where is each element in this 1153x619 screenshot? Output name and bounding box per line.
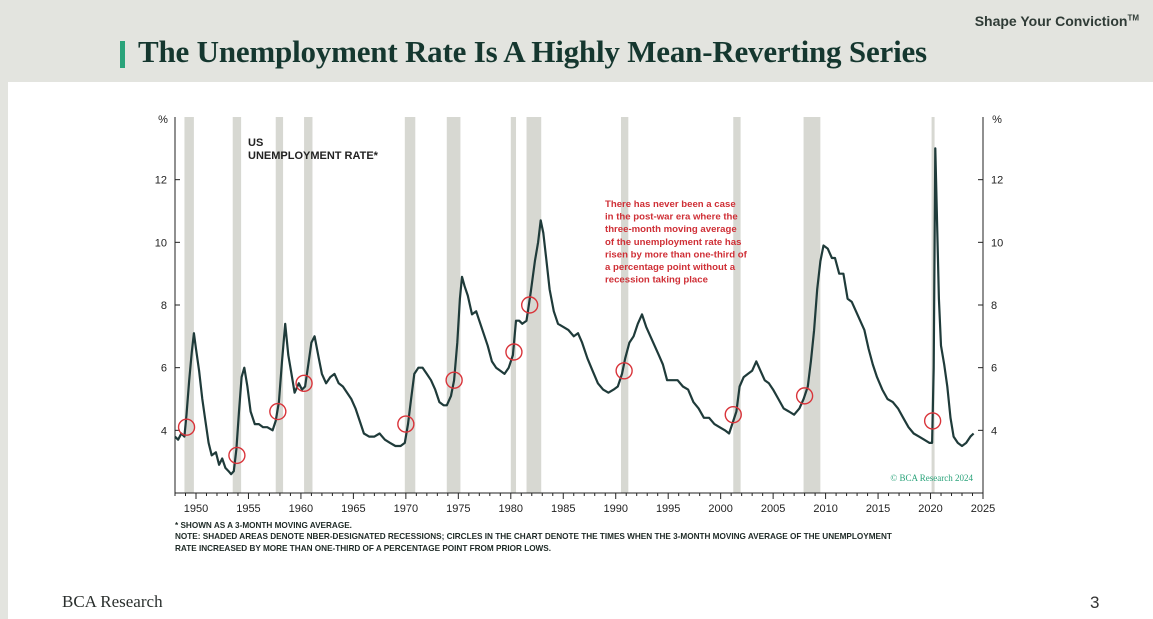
recession-band bbox=[803, 117, 821, 493]
recession-band bbox=[733, 117, 741, 493]
recession-signal-circle bbox=[445, 371, 463, 389]
recession-band bbox=[232, 117, 242, 493]
x-tick-label: 2005 bbox=[761, 503, 785, 515]
y-tick-label-right: 8 bbox=[991, 300, 997, 312]
footnote-line: * SHOWN AS A 3-MONTH MOVING AVERAGE. bbox=[175, 521, 352, 530]
x-tick-label: 1975 bbox=[446, 503, 470, 515]
x-tick-label: 1960 bbox=[289, 503, 313, 515]
page-number: 3 bbox=[1090, 593, 1100, 612]
annotation-line: of the unemployment rate has bbox=[605, 237, 741, 248]
x-tick-label: 1980 bbox=[499, 503, 523, 515]
y-unit-right: % bbox=[992, 114, 1002, 126]
chart-copyright: © BCA Research 2024 bbox=[890, 473, 973, 483]
recession-signal-circle bbox=[520, 296, 539, 314]
annotation-line: recession taking place bbox=[605, 275, 708, 286]
x-tick-label: 1990 bbox=[603, 503, 627, 515]
recession-band bbox=[184, 117, 194, 493]
y-tick-label-left: 6 bbox=[161, 363, 167, 375]
unemployment-chart: 4 4 6 6 8 8 10 10 12 12% % 1950 1955 1960 1965 1970 1975… bbox=[155, 114, 1004, 515]
annotation-line: three-month moving average bbox=[605, 224, 737, 235]
y-tick-label-right: 4 bbox=[991, 425, 997, 437]
recession-signal-circle bbox=[177, 418, 196, 436]
tagline: Shape Your ConvictionTM bbox=[975, 13, 1139, 29]
recession-band bbox=[620, 117, 629, 493]
y-tick-label-left: 10 bbox=[155, 237, 167, 249]
y-tick-label-left: 8 bbox=[161, 300, 167, 312]
x-tick-label: 1995 bbox=[656, 503, 680, 515]
chart-text: US UNEMPLOYMENT RATE* There has never bee… bbox=[248, 137, 973, 483]
recession-signal-circle bbox=[724, 405, 742, 424]
x-tick-label: 1965 bbox=[341, 503, 365, 515]
x-tick-label: 1970 bbox=[394, 503, 418, 515]
x-tick-label: 1950 bbox=[184, 503, 208, 515]
chart-title: US UNEMPLOYMENT RATE* bbox=[248, 137, 379, 162]
recession-band bbox=[404, 117, 416, 493]
x-tick-label: 2025 bbox=[971, 503, 995, 515]
footnote-line: RATE INCREASED BY MORE THAN ONE-THIRD OF… bbox=[175, 543, 552, 553]
recession-signal-circle bbox=[923, 412, 942, 430]
page-title: The Unemployment Rate Is A Highly Mean-R… bbox=[138, 34, 927, 69]
y-tick-label-left: 12 bbox=[155, 175, 167, 187]
trademark-mark: TM bbox=[1127, 13, 1139, 23]
recession-signal-circle bbox=[397, 415, 415, 433]
chart-title-line: UNEMPLOYMENT RATE* bbox=[248, 150, 379, 162]
recession-band bbox=[275, 117, 284, 493]
recession-bands bbox=[184, 117, 935, 493]
recession-band bbox=[304, 117, 313, 493]
annotation-line: a percentage point without a bbox=[605, 262, 736, 273]
recession-band bbox=[510, 117, 517, 493]
series-layer bbox=[174, 147, 975, 476]
x-tick-label: 2000 bbox=[708, 503, 732, 515]
footnote-line: NOTE: SHADED AREAS DENOTE NBER-DESIGNATE… bbox=[175, 532, 892, 542]
recession-signal-circle bbox=[269, 402, 287, 421]
unemployment-line bbox=[174, 147, 975, 476]
left-rule bbox=[0, 82, 8, 619]
recession-signal-circle bbox=[795, 387, 814, 405]
recession-band bbox=[446, 117, 461, 493]
chart-annotation: There has never been a case in the post-w… bbox=[605, 199, 748, 286]
recession-signal-circle bbox=[615, 362, 633, 380]
annotation-line: There has never been a case bbox=[605, 199, 736, 210]
annotation-line: risen by more than one-third of bbox=[605, 249, 748, 260]
recession-signal-circle bbox=[295, 374, 313, 393]
footnotes: * SHOWN AS A 3-MONTH MOVING AVERAGE. NOT… bbox=[175, 520, 892, 554]
title-accent-bar bbox=[120, 41, 125, 68]
y-tick-label-right: 10 bbox=[991, 237, 1003, 249]
recession-band bbox=[526, 117, 542, 493]
circle-markers bbox=[177, 296, 942, 465]
y-tick-label-right: 12 bbox=[991, 175, 1003, 187]
y-tick-label-right: 6 bbox=[991, 363, 997, 375]
annotation-line: in the post-war era where the bbox=[605, 212, 738, 223]
recession-signal-circle bbox=[505, 343, 523, 361]
y-tick-label-left: 4 bbox=[161, 425, 167, 437]
header: Shape Your ConvictionTM The Unemployment… bbox=[0, 0, 1153, 82]
bca-logo: BCA Research bbox=[62, 592, 163, 611]
x-tick-label: 1985 bbox=[551, 503, 575, 515]
recession-signal-circle bbox=[228, 446, 246, 465]
chart-axes: 4 4 6 6 8 8 10 10 12 12% % 1950 1955 1960 1965 1970 1975… bbox=[155, 114, 1004, 515]
x-tick-label: 2015 bbox=[866, 503, 890, 515]
x-tick-label: 1955 bbox=[236, 503, 260, 515]
tagline-text: Shape Your Conviction bbox=[974, 13, 1128, 29]
x-tick-label: 2020 bbox=[918, 503, 942, 515]
y-unit-left: % bbox=[158, 114, 168, 126]
x-tick-label: 2010 bbox=[813, 503, 837, 515]
chart-title-line: US bbox=[248, 137, 263, 149]
